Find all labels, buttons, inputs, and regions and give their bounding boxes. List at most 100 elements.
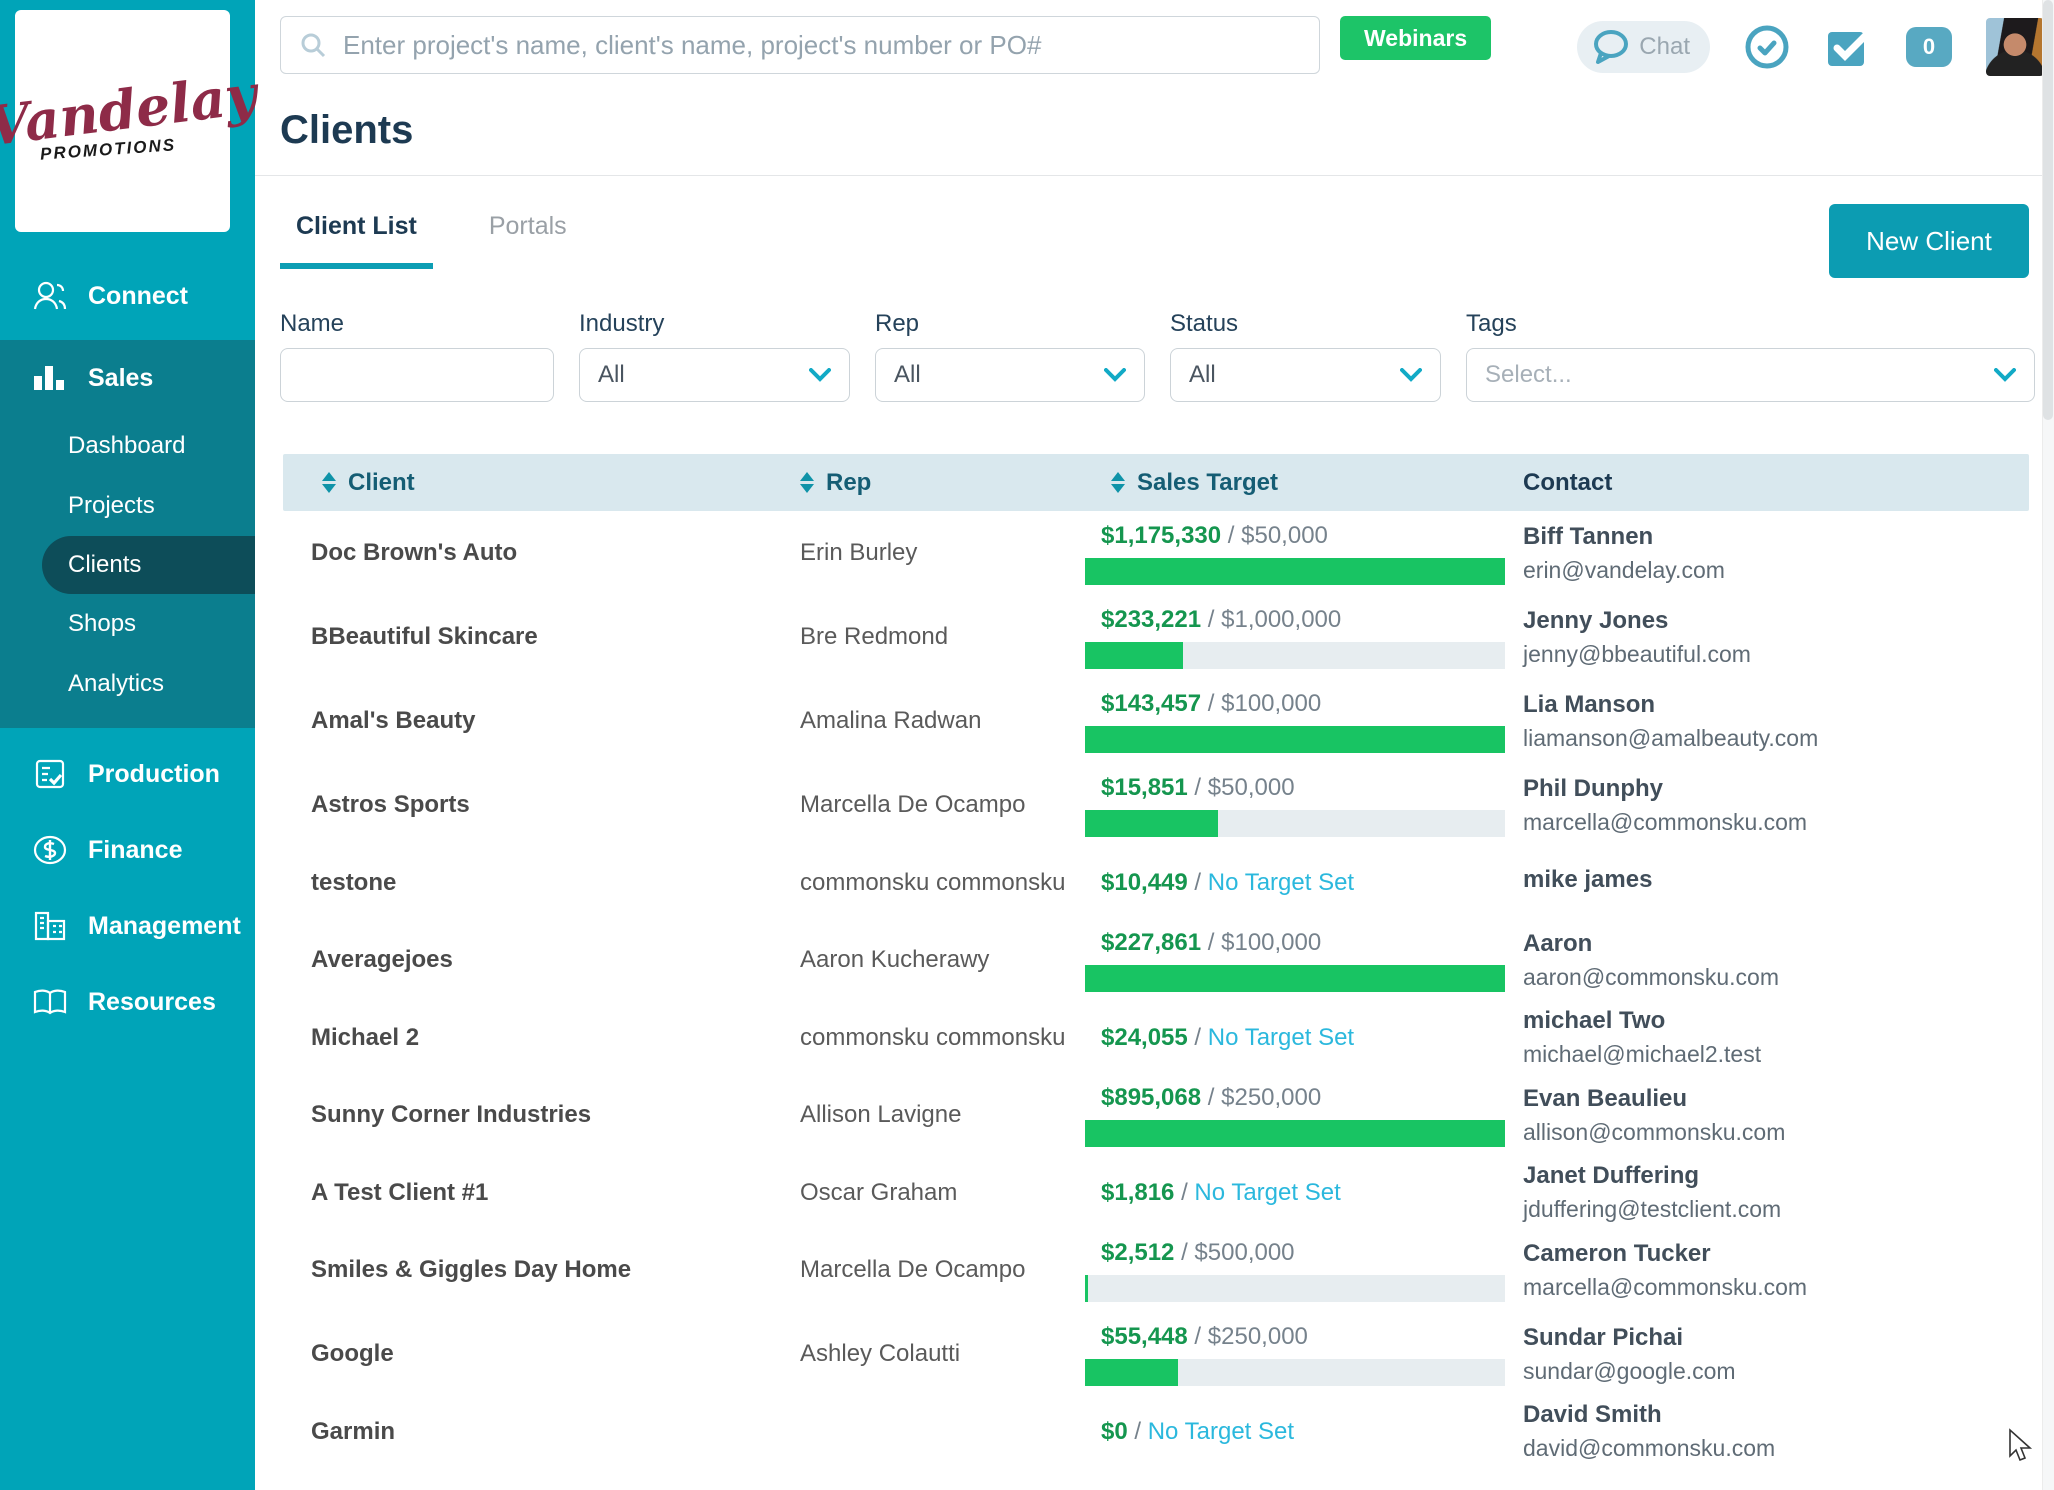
table-row[interactable]: Astros Sports Marcella De Ocampo $15,851… bbox=[283, 763, 2029, 847]
client-name[interactable]: Doc Brown's Auto bbox=[311, 539, 518, 566]
contact-email[interactable]: marcella@commonsku.com bbox=[1523, 808, 1808, 835]
sidebar-item-analytics[interactable]: Analytics bbox=[0, 654, 255, 714]
column-header-rep[interactable]: Rep bbox=[800, 469, 1085, 497]
sales-amount[interactable]: $1,175,330 bbox=[1101, 521, 1222, 549]
sales-target-value[interactable]: $500,000 bbox=[1194, 1238, 1295, 1266]
contact-email[interactable]: marcella@commonsku.com bbox=[1523, 1273, 1808, 1300]
sales-target-value[interactable]: No Target Set bbox=[1207, 1023, 1355, 1051]
sales-amount[interactable]: $15,851 bbox=[1101, 773, 1188, 801]
sidebar-item-shops[interactable]: Shops bbox=[0, 594, 255, 654]
filter-industry-label: Industry bbox=[579, 310, 665, 337]
sales-target-value[interactable]: $50,000 bbox=[1241, 521, 1328, 549]
sales-amount[interactable]: $233,221 bbox=[1101, 605, 1202, 633]
contact-email[interactable]: aaron@commonsku.com bbox=[1523, 963, 1779, 990]
name-filter-input[interactable] bbox=[280, 348, 554, 402]
tab-portals[interactable]: Portals bbox=[488, 212, 567, 240]
rep-filter-select[interactable]: All bbox=[875, 348, 1145, 402]
notification-badge[interactable]: 0 bbox=[1906, 27, 1952, 67]
rep-name: Marcella De Ocampo bbox=[800, 1256, 1026, 1283]
client-name[interactable]: Garmin bbox=[311, 1417, 396, 1445]
tags-filter-select[interactable]: Select... bbox=[1466, 348, 2035, 402]
scrollbar-thumb[interactable] bbox=[2043, 0, 2053, 420]
column-header-label: Sales Target bbox=[1137, 468, 1278, 496]
sidebar-item-production[interactable]: Production bbox=[0, 736, 255, 812]
client-name[interactable]: BBeautiful Skincare bbox=[311, 623, 538, 650]
sales-target-value[interactable]: No Target Set bbox=[1194, 1178, 1341, 1206]
contact-email[interactable]: jenny@bbeautiful.com bbox=[1523, 640, 1751, 667]
sales-amount[interactable]: $55,448 bbox=[1101, 1322, 1188, 1350]
table-row[interactable]: Averagejoes Aaron Kucherawy $227,861 / $… bbox=[283, 918, 2029, 1002]
new-client-button[interactable]: New Client bbox=[1829, 204, 2029, 278]
client-name[interactable]: Smiles & Giggles Day Home bbox=[311, 1256, 632, 1283]
sales-amount[interactable]: $1,816 bbox=[1101, 1178, 1175, 1206]
webinars-button[interactable]: Webinars bbox=[1340, 16, 1492, 60]
table-row[interactable]: Garmin $0 / No Target Set David Smith da… bbox=[283, 1396, 2029, 1467]
client-name[interactable]: testone bbox=[311, 868, 397, 896]
sales-target-value[interactable]: $1,000,000 bbox=[1221, 605, 1342, 633]
sales-target-value[interactable]: $250,000 bbox=[1221, 1083, 1322, 1111]
client-name[interactable]: Amal's Beauty bbox=[311, 707, 476, 734]
table-row[interactable]: Michael 2 commonsku commonsku $24,055 / … bbox=[283, 1002, 2029, 1073]
sidebar-item-management[interactable]: Management bbox=[0, 888, 255, 964]
sales-target-value[interactable]: $100,000 bbox=[1221, 928, 1322, 956]
contact-cell: Aaron aaron@commonsku.com bbox=[1523, 930, 2029, 991]
chat-button[interactable]: Chat bbox=[1577, 21, 1710, 73]
client-name[interactable]: Sunny Corner Industries bbox=[311, 1101, 592, 1128]
table-row[interactable]: Amal's Beauty Amalina Radwan $143,457 / … bbox=[283, 679, 2029, 763]
client-name[interactable]: Averagejoes bbox=[311, 946, 453, 973]
sales-target-value[interactable]: $100,000 bbox=[1221, 689, 1322, 717]
contact-email[interactable]: david@commonsku.com bbox=[1523, 1435, 1776, 1461]
company-logo[interactable]: Vandelay PROMOTIONS bbox=[0, 10, 260, 232]
client-name[interactable]: Google bbox=[311, 1340, 394, 1367]
contact-email[interactable]: jduffering@testclient.com bbox=[1523, 1196, 1782, 1222]
sidebar-item-finance[interactable]: Finance bbox=[0, 812, 255, 888]
table-row[interactable]: Google Ashley Colautti $55,448 / $250,00… bbox=[283, 1312, 2029, 1396]
sales-target-value[interactable]: No Target Set bbox=[1207, 868, 1355, 896]
sidebar-item-projects[interactable]: Projects bbox=[0, 476, 255, 536]
table-row[interactable]: BBeautiful Skincare Bre Redmond $233,221… bbox=[283, 595, 2029, 679]
sales-amount[interactable]: $2,512 bbox=[1101, 1238, 1175, 1266]
clock-icon[interactable] bbox=[1744, 24, 1790, 70]
table-row[interactable]: Doc Brown's Auto Erin Burley $1,175,330 … bbox=[283, 511, 2029, 595]
contact-name: Lia Manson bbox=[1523, 690, 1656, 718]
table-row[interactable]: Smiles & Giggles Day Home Marcella De Oc… bbox=[283, 1228, 2029, 1312]
sales-target-value[interactable]: No Target Set bbox=[1147, 1417, 1295, 1445]
sales-amount[interactable]: $24,055 bbox=[1101, 1023, 1188, 1051]
client-name[interactable]: Michael 2 bbox=[311, 1023, 420, 1051]
contact-email[interactable]: michael@michael2.test bbox=[1523, 1041, 1762, 1067]
sidebar-item-connect[interactable]: Connect bbox=[0, 258, 255, 334]
contact-email[interactable]: liamanson@amalbeauty.com bbox=[1523, 724, 1819, 751]
column-header-sales-target[interactable]: Sales Target bbox=[1085, 469, 1523, 497]
sales-amount[interactable]: $10,449 bbox=[1101, 868, 1188, 896]
status-filter-select[interactable]: All bbox=[1170, 348, 1441, 402]
industry-filter-select[interactable]: All bbox=[579, 348, 850, 402]
sales-amount[interactable]: $895,068 bbox=[1101, 1083, 1202, 1111]
sidebar-item-sales[interactable]: Sales bbox=[0, 340, 255, 416]
tasks-checkbox-icon[interactable] bbox=[1824, 24, 1872, 70]
sales-target-value[interactable]: $50,000 bbox=[1207, 773, 1295, 801]
sales-target-value[interactable]: $250,000 bbox=[1207, 1322, 1308, 1350]
sidebar-item-dashboard[interactable]: Dashboard bbox=[0, 416, 255, 476]
contact-email[interactable]: sundar@google.com bbox=[1523, 1357, 1736, 1384]
table-row[interactable]: testone commonsku commonsku $10,449 / No… bbox=[283, 847, 2029, 918]
sales-amount[interactable]: $0 bbox=[1101, 1417, 1128, 1445]
sales-amount[interactable]: $227,861 bbox=[1101, 928, 1202, 956]
search-input[interactable] bbox=[280, 16, 1320, 74]
sidebar-item-clients[interactable]: Clients bbox=[42, 536, 255, 594]
client-cell: Doc Brown's Auto bbox=[283, 539, 800, 567]
table-row[interactable]: A Test Client #1 Oscar Graham $1,816 / N… bbox=[283, 1157, 2029, 1228]
client-name[interactable]: Astros Sports bbox=[311, 791, 470, 818]
tab-client-list[interactable]: Client List bbox=[280, 204, 433, 269]
filter-status: Status All bbox=[1170, 310, 1441, 402]
client-name[interactable]: A Test Client #1 bbox=[311, 1178, 489, 1206]
page-scrollbar[interactable] bbox=[2042, 0, 2054, 1490]
sales-amount[interactable]: $143,457 bbox=[1101, 689, 1202, 717]
table-row[interactable]: Sunny Corner Industries Allison Lavigne … bbox=[283, 1073, 2029, 1157]
contact-email[interactable]: erin@vandelay.com bbox=[1523, 556, 1725, 583]
people-icon bbox=[30, 278, 70, 314]
sidebar-item-resources[interactable]: Resources bbox=[0, 964, 255, 1040]
contact-email[interactable]: allison@commonsku.com bbox=[1523, 1118, 1786, 1145]
user-avatar[interactable] bbox=[1986, 18, 2044, 76]
filter-industry: Industry All bbox=[579, 310, 850, 402]
column-header-client[interactable]: Client bbox=[283, 469, 800, 497]
